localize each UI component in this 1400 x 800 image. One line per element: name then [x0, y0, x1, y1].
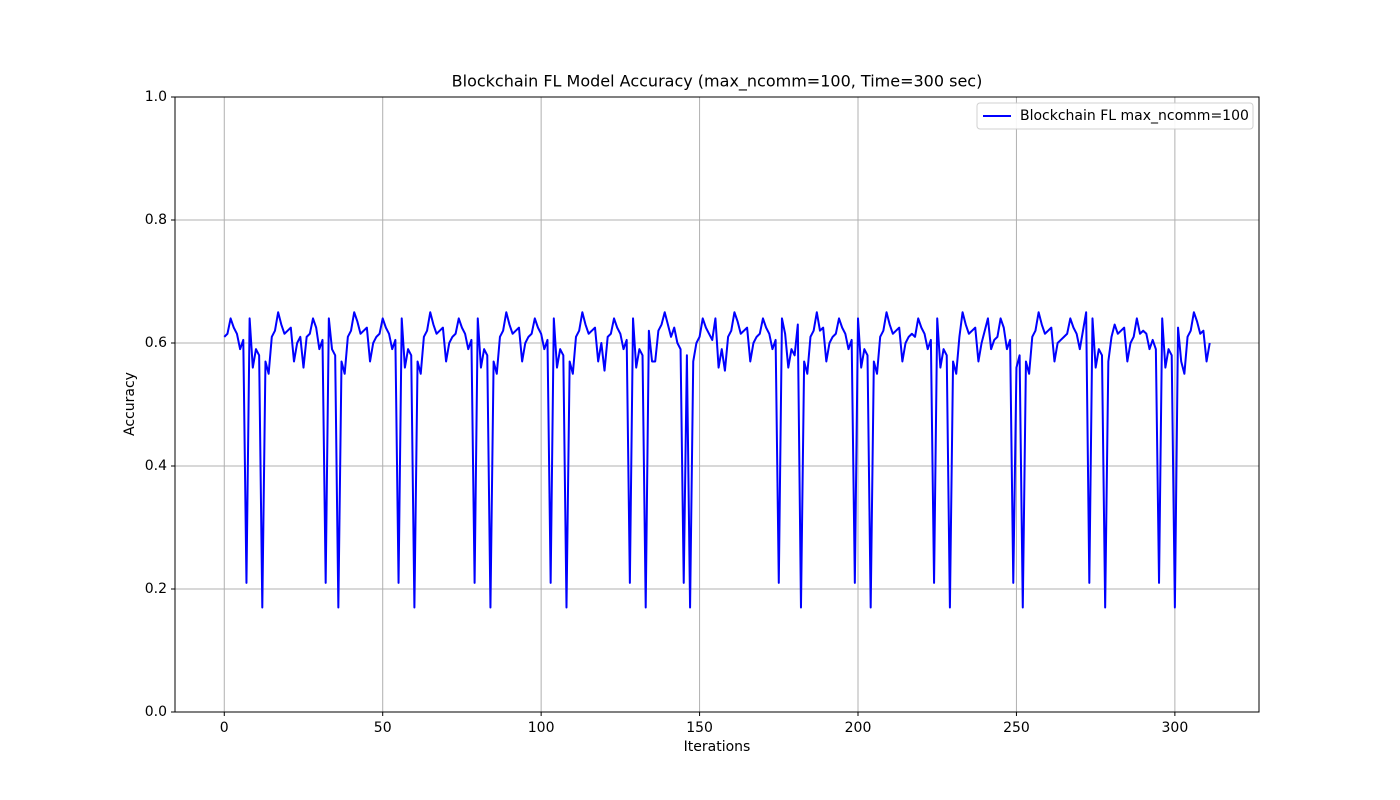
x-tick-label: 0: [220, 720, 229, 736]
x-tick-label: 150: [686, 720, 713, 736]
y-tick-label: 0.0: [145, 704, 167, 720]
y-tick-label: 0.4: [145, 458, 167, 474]
y-axis-label: Accuracy: [122, 372, 138, 436]
x-tick-label: 50: [374, 720, 392, 736]
data-line: [223, 311, 1211, 609]
legend-box: [976, 102, 1254, 130]
plot-frame: [174, 96, 1260, 713]
x-tick-label: 100: [528, 720, 555, 736]
x-axis-label: Iterations: [684, 739, 751, 755]
legend: Blockchain FL max_ncomm=100: [976, 102, 1254, 130]
y-tick-label: 0.6: [145, 335, 167, 351]
legend-label: Blockchain FL max_ncomm=100: [1020, 108, 1249, 124]
y-tick-label: 0.2: [145, 581, 167, 597]
x-tick-label: 250: [1003, 720, 1030, 736]
x-tick-label: 300: [1162, 720, 1189, 736]
y-tick-label: 1.0: [145, 89, 167, 105]
x-tick-label: 200: [845, 720, 872, 736]
y-tick-label: 0.8: [145, 212, 167, 228]
chart-title: Blockchain FL Model Accuracy (max_ncomm=…: [452, 72, 983, 92]
